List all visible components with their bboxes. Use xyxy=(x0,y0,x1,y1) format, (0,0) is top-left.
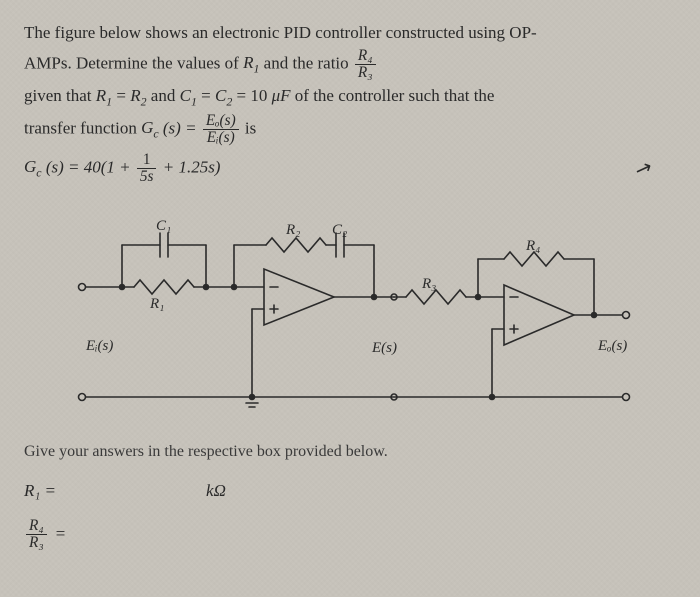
t: 5s xyxy=(137,169,157,185)
text: AMPs. Determine the values of xyxy=(24,53,243,72)
text: = 10 xyxy=(237,86,272,105)
label-C1: C₁ xyxy=(156,215,171,238)
text: given that xyxy=(24,86,96,105)
label-R3: R₃ xyxy=(422,273,436,296)
label-R2: R₂ xyxy=(286,219,300,242)
t: c xyxy=(36,166,41,180)
t: G xyxy=(24,157,36,176)
var-R1: R1 xyxy=(243,53,259,72)
t: 2 xyxy=(226,94,232,108)
answer-row-R1: R₁ = kΩ xyxy=(24,478,676,504)
answer-ratio-lhs: R₄ R₃ xyxy=(26,518,47,551)
t: R₄ xyxy=(355,48,376,65)
label-R4: R₄ xyxy=(526,235,540,258)
t: 1 xyxy=(137,152,157,169)
var-R1b: R1 xyxy=(96,86,112,105)
t: R xyxy=(243,53,253,72)
text: and the ratio xyxy=(264,53,353,72)
t: Eₒ(s) xyxy=(203,113,239,130)
t: R₃ xyxy=(26,535,47,551)
sarg: (s) = xyxy=(163,118,201,137)
problem-statement: The figure below shows an electronic PID… xyxy=(24,20,676,185)
var-R2: R2 xyxy=(130,86,146,105)
t: c xyxy=(153,127,158,141)
ratio-R4R3: R₄ R₃ xyxy=(355,48,376,81)
answer-R1-unit: kΩ xyxy=(206,478,226,504)
answer-instruction: Give your answers in the respective box … xyxy=(24,440,676,464)
text: transfer function xyxy=(24,118,141,137)
t: R₄ xyxy=(26,518,47,535)
eq-frac: 1 5s xyxy=(137,152,157,185)
eq: = xyxy=(201,86,215,105)
t: 1 xyxy=(106,94,112,108)
var-C1: C1 xyxy=(180,86,197,105)
circuit-diagram: C₁ R₁ R₂ C₂ R₃ R₄ Eᵢ(s) E(s) Eₒ(s) xyxy=(74,197,634,422)
text: of the controller such that the xyxy=(295,86,495,105)
t: R xyxy=(96,86,106,105)
t: Eᵢ(s) xyxy=(203,130,239,146)
t: G xyxy=(141,118,153,137)
text: is xyxy=(245,118,256,137)
var-C2: C2 xyxy=(215,86,232,105)
t: R xyxy=(130,86,140,105)
label-Eo: Eₒ(s) xyxy=(598,335,627,358)
answer-R1-lhs: R₁ = xyxy=(24,478,56,504)
label-R1: R₁ xyxy=(150,293,164,316)
eq-rhs: + 1.25s) xyxy=(163,157,221,176)
t: 2 xyxy=(141,94,147,108)
label-E: E(s) xyxy=(372,337,397,360)
text: and xyxy=(151,86,180,105)
t: 1 xyxy=(191,94,197,108)
eq-rest: (s) = 40(1 + xyxy=(46,157,135,176)
t: C xyxy=(180,86,191,105)
var-Gc: Gc xyxy=(141,118,159,137)
label-Ei: Eᵢ(s) xyxy=(86,335,113,358)
unit-uf: μF xyxy=(272,86,291,105)
text: The figure below shows an electronic PID… xyxy=(24,23,537,42)
t: R₃ xyxy=(355,65,376,81)
eq: = xyxy=(116,86,130,105)
answer-row-ratio: R₄ R₃ = xyxy=(24,518,676,551)
t: 1 xyxy=(253,61,259,75)
tf-frac: Eₒ(s) Eᵢ(s) xyxy=(203,113,239,146)
eq-lhs: Gc xyxy=(24,157,42,176)
t: C xyxy=(215,86,226,105)
label-C2: C₂ xyxy=(332,219,347,242)
answer-ratio-eq: = xyxy=(55,521,66,547)
